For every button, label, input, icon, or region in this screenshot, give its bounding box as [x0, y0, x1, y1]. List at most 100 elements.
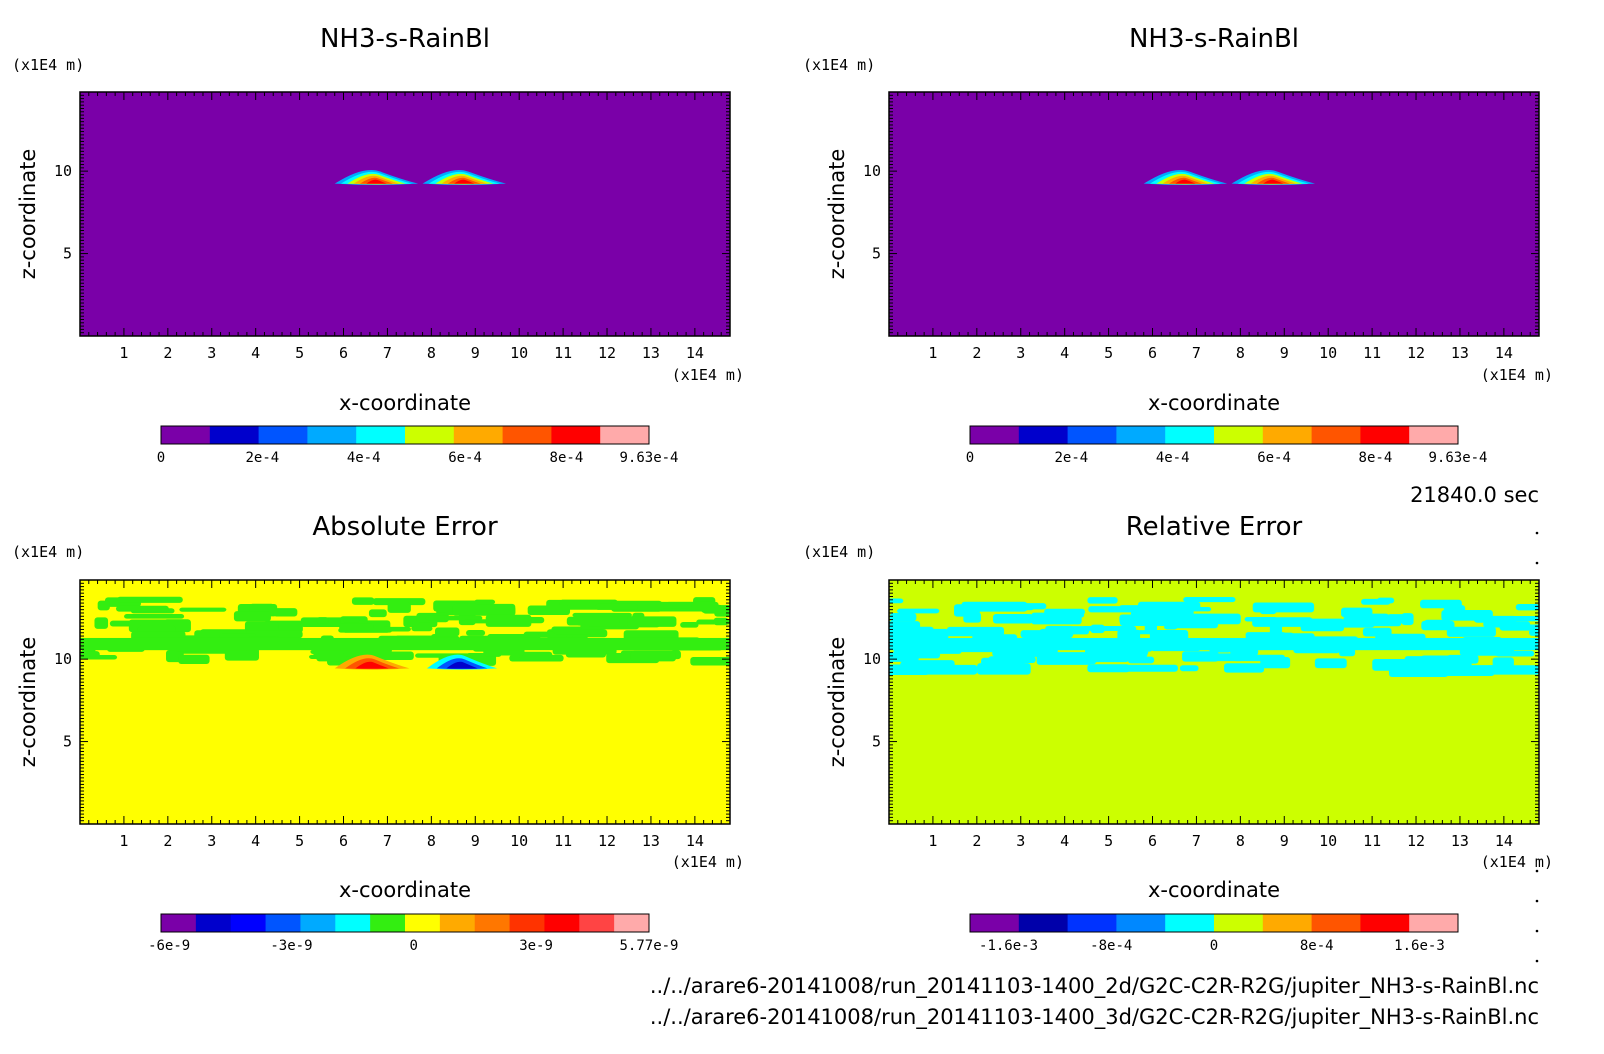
x-tick-label: 9 [471, 344, 480, 362]
x-tick-label: 14 [1495, 832, 1513, 850]
y-tick-label: 5 [63, 245, 72, 263]
field-patch [116, 605, 169, 612]
field-patch [889, 637, 1539, 651]
field-patch [627, 616, 677, 627]
x-tick-label: 1 [119, 344, 128, 362]
field-patch [1441, 665, 1495, 676]
colorbar-segment [1409, 426, 1459, 444]
colorbar-segment [614, 914, 650, 932]
colorbar-segment [1067, 426, 1117, 444]
colorbar: 0 2e-4 4e-4 6e-4 8e-4 9.63e-4 [157, 425, 679, 466]
edge-dot [1535, 959, 1539, 963]
field-patch [1119, 664, 1178, 672]
field-contour [454, 179, 475, 184]
colorbar-label: 4e-4 [347, 450, 381, 466]
colorbar-segment [600, 426, 650, 444]
field-patch [474, 599, 496, 605]
colorbar-segment [1018, 426, 1069, 444]
field-patch [992, 648, 1042, 657]
colorbar-label: 0 [966, 450, 974, 466]
x-tick-label: 8 [1236, 344, 1245, 362]
field-patch [1087, 664, 1130, 673]
colorbar-segment [1214, 914, 1264, 932]
x-axis-label: x-coordinate [1148, 391, 1280, 415]
colorbar-frame [969, 913, 1459, 933]
x-tick-label: 8 [1236, 832, 1245, 850]
colorbar-segment [453, 426, 504, 444]
field-patch [992, 614, 1033, 624]
field-patch [94, 617, 109, 629]
field-patch [566, 616, 620, 626]
colorbar-label: 6e-4 [1257, 450, 1291, 466]
field-patch [1183, 597, 1236, 603]
field-patch [80, 651, 100, 658]
x-tick-label: 8 [427, 344, 436, 362]
panel-title: Relative Error [1126, 512, 1303, 542]
colorbar-segment [1018, 914, 1069, 932]
x-tick-label: 13 [1451, 832, 1469, 850]
y-tick-label: 5 [872, 245, 881, 263]
field-patch [988, 656, 1036, 664]
field-patch [372, 598, 426, 606]
field-patch [1204, 653, 1244, 662]
x-tick-label: 13 [642, 344, 660, 362]
edge-dot [1535, 869, 1539, 873]
x-tick-label: 7 [383, 832, 392, 850]
file-path-line: ../../arare6-20141008/run_20141103-1400_… [650, 974, 1539, 999]
colorbar-segment [356, 426, 406, 444]
colorbar-segment [1165, 914, 1215, 932]
colorbar-segment [579, 914, 615, 932]
x-tick-label: 2 [163, 832, 172, 850]
field-patch [1495, 650, 1535, 657]
field-patch [310, 649, 362, 654]
x-tick-label: 14 [686, 832, 704, 850]
colorbar-segment [1262, 914, 1313, 932]
panel-title: NH3-s-RainBl [1129, 24, 1299, 54]
panel-title: NH3-s-RainBl [320, 24, 490, 54]
field-patch [572, 612, 632, 618]
plot-background [80, 92, 730, 336]
colorbar-segment [1360, 914, 1410, 932]
colorbar-segment [300, 914, 336, 932]
x-tick-label: 3 [207, 832, 216, 850]
field-patch [179, 607, 227, 612]
colorbar-label: 8e-4 [1359, 450, 1393, 466]
y-axis-label: z-coordinate [825, 149, 849, 280]
colorbar-segment [1116, 426, 1166, 444]
colorbar-segment [161, 426, 211, 444]
field-patch [1031, 612, 1082, 625]
colorbar-segment [307, 426, 357, 444]
field-patch [316, 653, 347, 662]
field-patch [552, 629, 602, 635]
y-unit-label: (x1E4 m) [803, 56, 875, 74]
y-unit-label: (x1E4 m) [803, 543, 875, 561]
x-tick-label: 5 [1104, 344, 1113, 362]
file-path-line: ../../arare6-20141008/run_20141103-1400_… [650, 1005, 1539, 1030]
y-unit-label: (x1E4 m) [12, 56, 84, 74]
field-patch [1483, 621, 1531, 628]
x-tick-label: 7 [1192, 832, 1201, 850]
field-patch [116, 596, 183, 603]
field-patch [1082, 626, 1137, 631]
x-tick-label: 12 [1407, 832, 1425, 850]
colorbar-label: -3e-9 [270, 938, 312, 954]
field-patch [1180, 607, 1212, 612]
field-patch [1224, 663, 1265, 673]
colorbar: 0 2e-4 4e-4 6e-4 8e-4 9.63e-4 [966, 425, 1488, 466]
colorbar-label: 8e-4 [1300, 938, 1334, 954]
field-patch [889, 621, 921, 632]
field-patch [411, 625, 433, 632]
field-patch [1377, 597, 1395, 604]
field-contour [355, 661, 389, 669]
colorbar-label: -6e-9 [148, 938, 190, 954]
field-patch [1362, 627, 1392, 637]
colorbar-label: 4e-4 [1156, 450, 1190, 466]
y-tick-label: 5 [872, 733, 881, 751]
colorbar: -6e-9 -3e-9 0 3e-9 5.77e-9 [148, 913, 679, 954]
field-contour [366, 179, 387, 184]
colorbar-segment [1360, 426, 1410, 444]
edge-dot [1535, 561, 1539, 565]
colorbar-label: 3e-9 [519, 938, 553, 954]
edge-dot [1535, 929, 1539, 933]
x-tick-label: 3 [207, 344, 216, 362]
